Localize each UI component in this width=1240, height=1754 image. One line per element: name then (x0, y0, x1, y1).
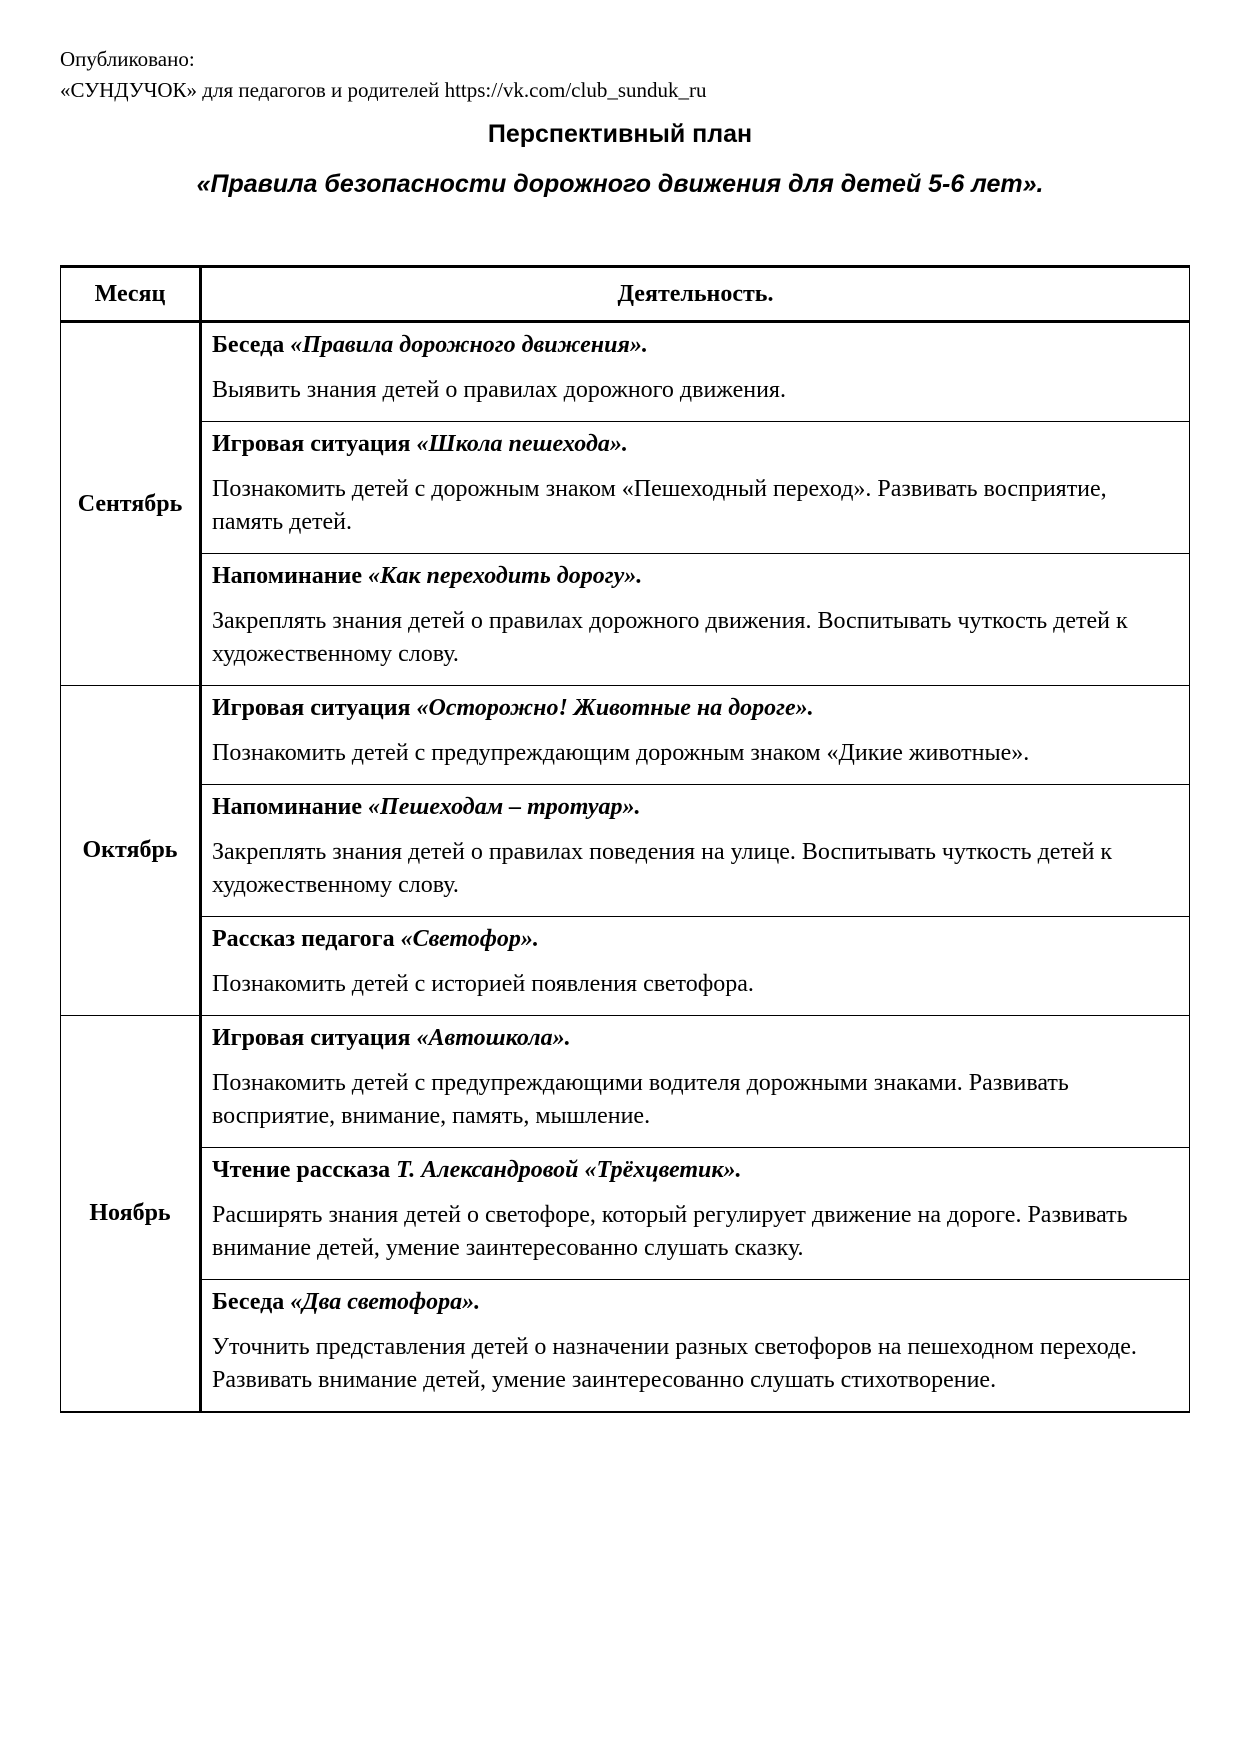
activity-type: Рассказ педагога (212, 926, 401, 952)
table-row: Рассказ педагога «Светофор». Познакомить … (61, 916, 1190, 1016)
activity-cell: Беседа «Два светофора». Уточнить представ… (200, 1279, 1190, 1413)
table-row: Напоминание «Как переходить дорогу». Закр… (61, 553, 1190, 686)
activity-title: Беседа «Два светофора». (212, 1286, 1179, 1319)
month-cell: Сентябрь (60, 321, 202, 686)
month-cell: Ноябрь (60, 1015, 202, 1413)
table-row: Сентябрь Беседа «Правила дорожного движен… (60, 321, 1190, 686)
activity-type: Беседа (212, 1289, 291, 1315)
activity-title: Игровая ситуация «Школа пешехода». (212, 428, 1179, 461)
activity-cell: Игровая ситуация «Автошкола». Познакомить… (200, 1015, 1190, 1148)
activity-description: Закреплять знания детей о правилах дорож… (212, 608, 1128, 667)
activity-type: Чтение рассказа (212, 1157, 397, 1183)
activity-type: Напоминание (212, 794, 369, 820)
activity-title: Напоминание «Как переходить дорогу». (212, 560, 1179, 593)
activity-cell: Чтение рассказа Т. Александровой «Трёхцв… (200, 1147, 1190, 1280)
activity-cell: Беседа «Правила дорожного движения». Выяв… (200, 321, 1190, 422)
activity-name: «Светофор». (400, 926, 539, 952)
activity-title: Чтение рассказа Т. Александровой «Трёхцв… (212, 1154, 1179, 1187)
activity-title: Напоминание «Пешеходам – тротуар». (212, 791, 1179, 824)
activity-description: Познакомить детей с предупреждающими вод… (212, 1070, 1069, 1129)
published-label: Опубликовано: (60, 47, 195, 71)
activity-header: Деятельность. (200, 266, 1190, 323)
publisher-line: «СУНДУЧОК» для педагогов и родителей htt… (60, 78, 707, 102)
table-row: Чтение рассказа Т. Александровой «Трёхцв… (61, 1147, 1190, 1280)
activity-title: Игровая ситуация «Осторожно! Животные на… (212, 692, 1179, 725)
activity-name: «Два светофора». (290, 1289, 481, 1315)
activity-description: Познакомить детей с дорожным знаком «Пеш… (212, 476, 1107, 535)
activity-title: Рассказ педагога «Светофор». (212, 923, 1179, 956)
page-title: Перспективный план (487, 120, 753, 148)
publication-note: Опубликовано: «СУНДУЧОК» для педагогов и… (60, 44, 707, 106)
table-row: Октябрь Игровая ситуация «Осторожно! Живо… (60, 685, 1190, 1016)
activity-type: Напоминание (212, 563, 369, 589)
activity-title: Беседа «Правила дорожного движения». (212, 329, 1179, 362)
activity-title: Игровая ситуация «Автошкола». (212, 1022, 1179, 1055)
activity-type: Игровая ситуация (212, 695, 417, 721)
activity-cell: Рассказ педагога «Светофор». Познакомить … (200, 916, 1190, 1016)
activity-cell: Напоминание «Как переходить дорогу». Закр… (200, 553, 1190, 686)
activity-cell: Игровая ситуация «Школа пешехода». Познак… (200, 421, 1190, 554)
month-header: Месяц (60, 266, 202, 323)
activity-type: Игровая ситуация (212, 431, 417, 457)
activity-description: Уточнить представления детей о назначени… (212, 1334, 1137, 1393)
plan-table: Месяц Деятельность. Сентябрь Беседа «Прав… (60, 265, 1190, 1413)
table-row: Игровая ситуация «Школа пешехода». Познак… (61, 421, 1190, 554)
activity-cell: Игровая ситуация «Осторожно! Животные на… (200, 685, 1190, 785)
month-cell: Октябрь (60, 685, 202, 1016)
activity-name: Т. Александровой «Трёхцветик». (396, 1157, 742, 1183)
activity-name: «Автошкола». (416, 1025, 571, 1051)
activity-type: Игровая ситуация (212, 1025, 417, 1051)
activity-name: «Как переходить дорогу». (368, 563, 643, 589)
activity-type: Беседа (212, 332, 291, 358)
activity-description: Познакомить детей с предупреждающим доро… (212, 740, 1030, 766)
activity-description: Расширять знания детей о светофоре, кото… (212, 1202, 1128, 1261)
table-row: Напоминание «Пешеходам – тротуар». Закреп… (61, 784, 1190, 917)
activity-name: «Школа пешехода». (416, 431, 628, 457)
activity-name: «Осторожно! Животные на дороге». (416, 695, 814, 721)
activity-cell: Напоминание «Пешеходам – тротуар». Закреп… (200, 784, 1190, 917)
activity-name: «Пешеходам – тротуар». (368, 794, 641, 820)
activity-description: Выявить знания детей о правилах дорожног… (212, 377, 786, 403)
activity-description: Познакомить детей с историей появления с… (212, 971, 754, 997)
activity-name: «Правила дорожного движения». (290, 332, 648, 358)
table-row: Беседа «Два светофора». Уточнить представ… (61, 1279, 1190, 1413)
header-row: Месяц Деятельность. (60, 266, 1190, 323)
table-row: Ноябрь Игровая ситуация «Автошкола». Позна… (60, 1015, 1190, 1413)
activity-description: Закреплять знания детей о правилах повед… (212, 839, 1113, 898)
page-subtitle: «Правила безопасности дорожного движения… (196, 170, 1044, 198)
